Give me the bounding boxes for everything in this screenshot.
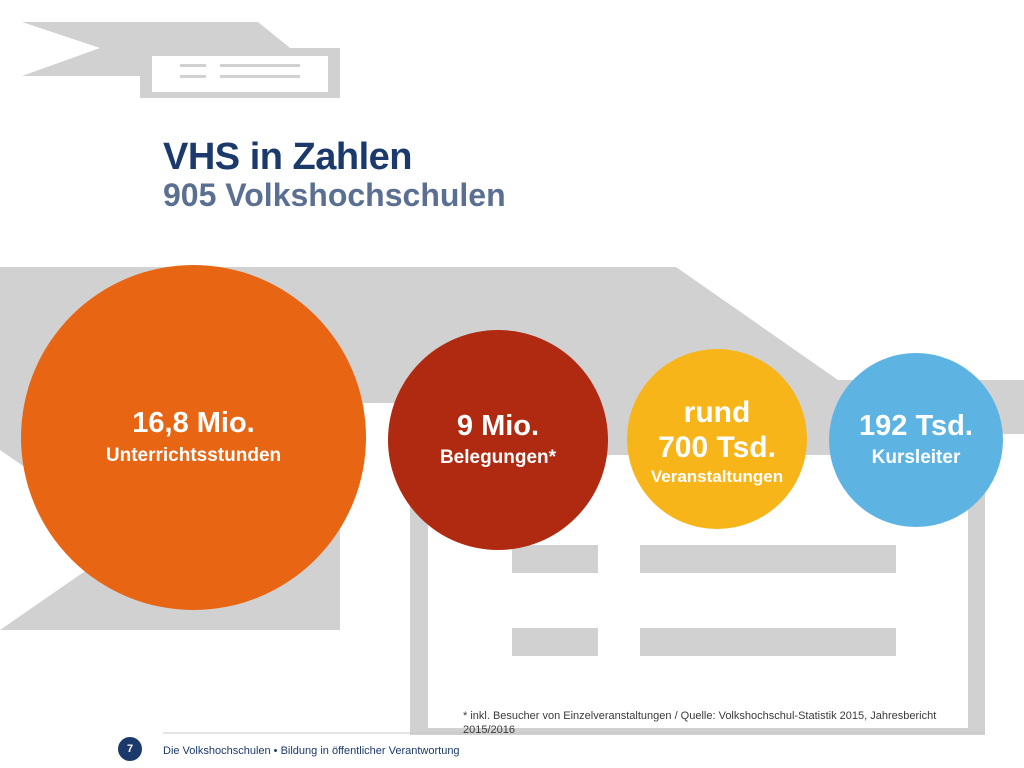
- page-subtitle: 905 Volkshochschulen: [163, 177, 506, 213]
- stat-label: Unterrichtsstunden: [105, 444, 282, 466]
- document-icon: [22, 22, 340, 98]
- stat-circle-enrollments: 9 Mio. Belegungen*: [388, 330, 608, 550]
- stat-value: 9 Mio.: [456, 409, 540, 442]
- stat-value: 16,8 Mio.: [132, 407, 255, 440]
- stat-circle-lessons: 16,8 Mio. Unterrichtsstunden: [21, 265, 366, 610]
- page-title: VHS in Zahlen: [163, 136, 412, 178]
- stat-value-line2: 700 Tsd.: [658, 430, 776, 464]
- stat-circle-events: rund 700 Tsd. Veranstaltungen: [627, 349, 807, 529]
- stat-value: rund 700 Tsd.: [658, 396, 776, 465]
- footer-text: Die Volkshochschulen • Bildung in öffent…: [163, 745, 460, 757]
- stat-value: 192 Tsd.: [859, 409, 973, 442]
- stat-label: Veranstaltungen: [650, 467, 784, 487]
- page-number-badge: 7: [118, 737, 142, 761]
- stat-value-line1: rund: [683, 396, 751, 430]
- footnote: * inkl. Besucher von Einzelveranstaltung…: [463, 710, 937, 737]
- stat-label: Kursleiter: [871, 447, 961, 469]
- stat-circle-instructors: 192 Tsd. Kursleiter: [829, 353, 1003, 527]
- stat-label: Belegungen*: [439, 447, 557, 469]
